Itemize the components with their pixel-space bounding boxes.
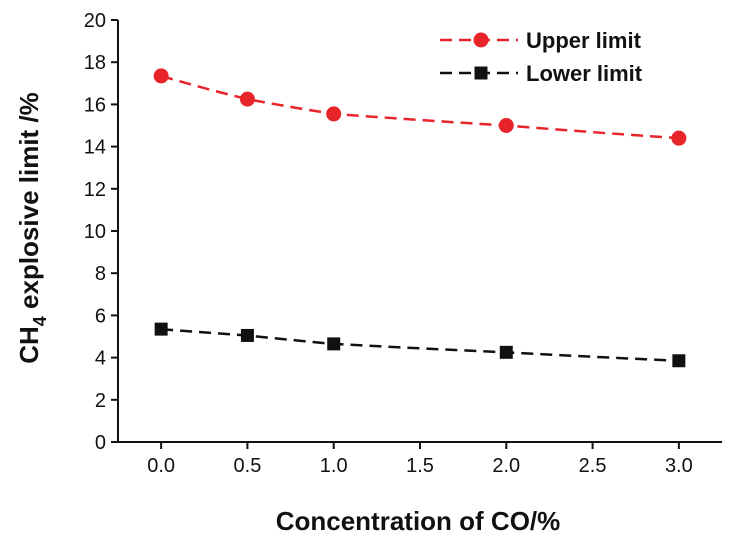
x-axis-ticks: 0.0 0.5 1.0 1.5 2.0 2.5 3.0 <box>147 442 693 477</box>
y-tick-label: 8 <box>95 263 106 285</box>
y-tick-label: 16 <box>84 94 106 116</box>
y-axis-ticks: 0 2 4 6 8 10 12 14 16 18 20 <box>84 10 118 454</box>
x-tick-label: 1.5 <box>406 455 434 477</box>
legend-marker-upper-limit <box>473 32 489 48</box>
x-tick-label: 0.0 <box>147 455 175 477</box>
legend-item-lower-limit: Lower limit <box>440 61 643 86</box>
y-tick-label: 20 <box>84 10 106 32</box>
data-point-upper-limit <box>326 106 342 122</box>
data-point-upper-limit <box>671 130 687 146</box>
legend-item-upper-limit: Upper limit <box>440 28 642 53</box>
y-tick-label: 0 <box>95 432 106 454</box>
legend-label-lower-limit: Lower limit <box>526 61 643 86</box>
y-tick-label: 18 <box>84 52 106 74</box>
data-point-lower-limit <box>240 328 254 342</box>
series-upper-limit <box>153 68 687 146</box>
data-point-upper-limit <box>239 91 255 107</box>
y-tick-label: 10 <box>84 221 106 243</box>
x-axis-title: Concentration of CO/% <box>276 506 561 536</box>
x-tick-label: 3.0 <box>665 455 693 477</box>
y-tick-label: 2 <box>95 390 106 412</box>
data-point-lower-limit <box>154 322 168 336</box>
data-point-upper-limit <box>153 68 169 84</box>
data-point-lower-limit <box>672 354 686 368</box>
x-tick-label: 2.5 <box>579 455 607 477</box>
series-line-lower-limit <box>161 327 679 363</box>
data-point-lower-limit <box>327 337 341 351</box>
x-tick-label: 0.5 <box>234 455 262 477</box>
legend: Upper limit Lower limit <box>440 28 643 86</box>
y-tick-label: 12 <box>84 179 106 201</box>
data-point-lower-limit <box>499 345 513 359</box>
y-tick-label: 14 <box>84 137 106 159</box>
series-layer <box>153 68 687 368</box>
series-line-upper-limit <box>160 74 679 140</box>
series-lower-limit <box>154 322 686 368</box>
y-tick-label: 4 <box>95 348 106 370</box>
x-tick-label: 1.0 <box>320 455 348 477</box>
data-point-upper-limit <box>498 118 514 133</box>
x-tick-label: 2.0 <box>492 455 520 477</box>
legend-marker-lower-limit <box>474 66 488 80</box>
y-tick-label: 6 <box>95 305 106 327</box>
y-axis-title: CH4 explosive limit /% <box>14 92 50 364</box>
y-axis-title-subscript: 4 <box>30 316 50 326</box>
y-axis-title-main: CH <box>14 326 44 364</box>
y-axis-title-rest: explosive limit /% <box>14 92 44 316</box>
legend-label-upper-limit: Upper limit <box>526 28 642 53</box>
